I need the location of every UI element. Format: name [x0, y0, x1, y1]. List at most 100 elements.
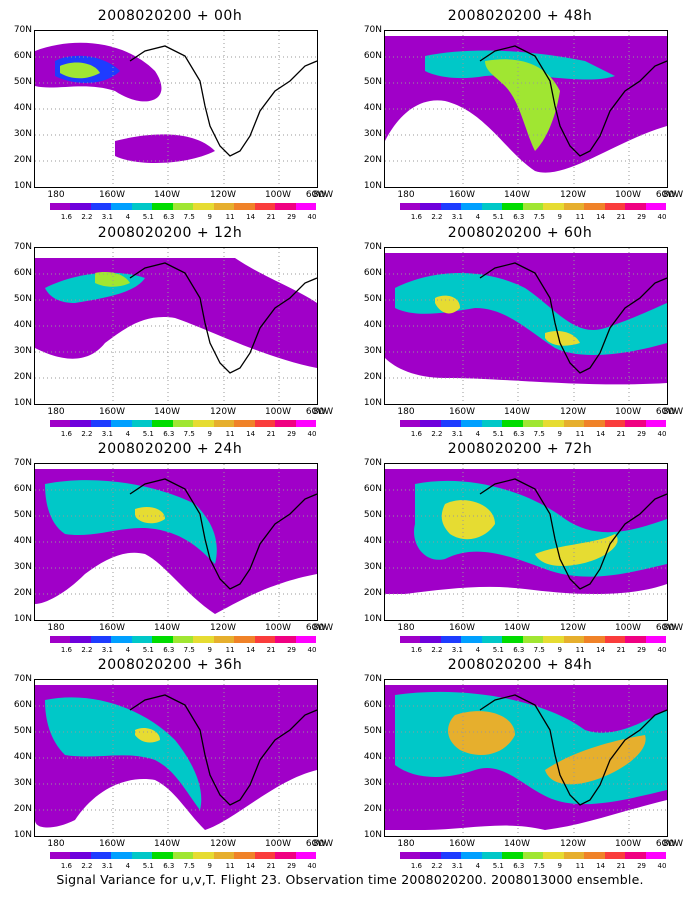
- colorbar-level-label: 21: [616, 862, 626, 870]
- map-panel: 2008020200 + 12h 70N 60N 50N 40N 30N 20N 10N 180…: [0, 225, 340, 440]
- colorbar-level-label: 11: [225, 646, 235, 654]
- colorbar-level-label: 5.1: [492, 430, 504, 438]
- panel-title: 2008020200 + 72h: [447, 441, 593, 457]
- latitude-label: 20N: [13, 588, 32, 598]
- colorbar-swatch: [522, 420, 544, 427]
- longitude-label: 100W: [264, 190, 292, 200]
- latitude-label: 60N: [363, 268, 382, 278]
- map-panel: 2008020200 + 00h 70N 60N 50N 40N 30N 20N 10N 180…: [0, 8, 340, 223]
- longitude-label: 180: [47, 623, 65, 633]
- longitude-label: 60W: [655, 623, 677, 633]
- longitude-label: 160W: [448, 407, 476, 417]
- colorbar-level-label: 40: [657, 862, 667, 870]
- colorbar: [400, 203, 667, 210]
- coastline: [129, 45, 317, 157]
- colorbar-swatch: [70, 852, 91, 859]
- longitude-label: 140W: [503, 839, 531, 849]
- colorbar-level-label: 29: [637, 213, 646, 221]
- colorbar-level-label: 14: [246, 646, 256, 654]
- colorbar-level-label: 5.1: [492, 862, 504, 870]
- colorbar-swatch: [213, 420, 235, 427]
- colorbar-level-label: 3.1: [101, 646, 113, 654]
- panel-title: 2008020200 + 12h: [97, 225, 243, 241]
- variance-contour-fill: [115, 134, 215, 163]
- colorbar-swatch: [295, 852, 317, 859]
- latitude-label: 30N: [363, 778, 382, 788]
- colorbar-swatch: [584, 852, 605, 859]
- colorbar-swatch: [563, 636, 585, 643]
- colorbar-level-label: 9: [207, 430, 212, 438]
- latitude-label: 10N: [363, 614, 382, 624]
- variance-contour-fill: [135, 728, 160, 743]
- longitude-label: 160W: [448, 839, 476, 849]
- latitude-label: 70N: [13, 458, 32, 468]
- colorbar-level-label: 5.1: [142, 430, 154, 438]
- latitude-label: 20N: [363, 588, 382, 598]
- longitude-label: 60W: [655, 407, 677, 417]
- latitude-label: 40N: [13, 752, 32, 762]
- variance-contour-fill: [60, 62, 100, 79]
- colorbar-level-label: 9: [557, 862, 562, 870]
- variance-contour-fill: [448, 711, 515, 755]
- colorbar-level-label: 21: [616, 430, 626, 438]
- colorbar-swatch: [420, 420, 441, 427]
- latitude-label: 70N: [363, 458, 382, 468]
- colorbar-level-label: 1.6: [60, 862, 73, 870]
- longitude-label: 140W: [153, 839, 181, 849]
- colorbar-level-label: 7.5: [533, 646, 545, 654]
- map-panel: 2008020200 + 24h 70N 60N 50N 40N 30N 20N 10N 180…: [0, 441, 340, 656]
- colorbar-level-label: 7.5: [183, 646, 195, 654]
- colorbar-level-label: 40: [657, 430, 667, 438]
- colorbar-swatch: [172, 203, 194, 210]
- map-panel: 2008020200 + 48h 70N 60N 50N 40N 30N 20N 10N 180…: [350, 8, 690, 223]
- colorbar-swatch: [645, 636, 667, 643]
- colorbar-swatch: [440, 203, 462, 210]
- colorbar-swatch: [625, 636, 646, 643]
- colorbar-swatch: [131, 420, 153, 427]
- colorbar-swatch: [502, 203, 523, 210]
- colorbar-level-label: 14: [246, 430, 256, 438]
- longitude-label: 80W: [312, 190, 334, 200]
- colorbar-swatch: [502, 420, 523, 427]
- colorbar-level-label: 21: [266, 213, 276, 221]
- colorbar-level-label: 21: [616, 213, 626, 221]
- longitude-label: 60W: [305, 839, 327, 849]
- colorbar-level-label: 1.6: [60, 646, 73, 654]
- colorbar-swatch: [604, 636, 626, 643]
- colorbar-swatch: [502, 852, 523, 859]
- colorbar-level-label: 29: [287, 430, 296, 438]
- longitude-label: 180: [47, 839, 65, 849]
- latitude-label: 70N: [363, 25, 382, 35]
- colorbar-level-label: 29: [637, 646, 646, 654]
- latitude-label: 30N: [363, 562, 382, 572]
- colorbar-swatch: [481, 420, 503, 427]
- latitude-label: 60N: [13, 700, 32, 710]
- colorbar-swatch: [111, 203, 132, 210]
- variance-contour-fill: [485, 59, 560, 151]
- colorbar-swatch: [522, 636, 544, 643]
- longitude-label: 180: [397, 190, 415, 200]
- colorbar-swatch: [213, 203, 235, 210]
- latitude-label: 60N: [13, 268, 32, 278]
- colorbar-level-label: 9: [557, 646, 562, 654]
- longitude-label: 120W: [209, 407, 237, 417]
- longitude-label: 120W: [559, 623, 587, 633]
- colorbar-level-label: 6.3: [163, 430, 175, 438]
- latitude-label: 40N: [363, 536, 382, 546]
- colorbar-level-label: 11: [575, 862, 585, 870]
- latitude-label: 40N: [13, 320, 32, 330]
- colorbar-swatch: [172, 852, 194, 859]
- colorbar-swatch: [400, 852, 421, 859]
- longitude-label: 80W: [662, 190, 684, 200]
- colorbar: [400, 420, 667, 427]
- map-plot-area: [34, 247, 318, 405]
- latitude-label: 60N: [363, 51, 382, 61]
- latitude-label: 20N: [363, 155, 382, 165]
- colorbar-level-label: 2.2: [431, 213, 443, 221]
- colorbar-swatch: [70, 203, 91, 210]
- variance-contour-fill: [95, 272, 130, 287]
- colorbar-level-label: 5.1: [142, 646, 154, 654]
- latitude-label: 40N: [13, 536, 32, 546]
- colorbar-swatch: [50, 420, 71, 427]
- latitude-label: 50N: [13, 294, 32, 304]
